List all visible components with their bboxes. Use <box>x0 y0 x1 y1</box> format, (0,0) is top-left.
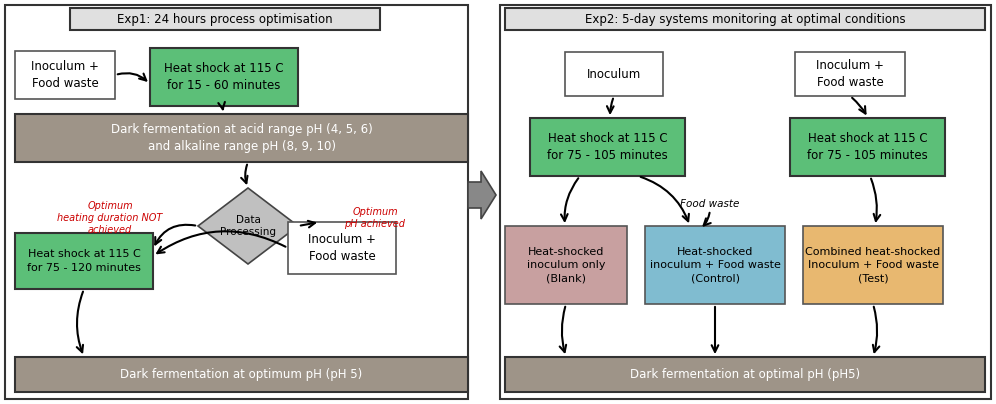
Text: Exp1: 24 hours process optimisation: Exp1: 24 hours process optimisation <box>118 13 333 25</box>
FancyBboxPatch shape <box>530 118 685 176</box>
Polygon shape <box>198 188 298 264</box>
FancyBboxPatch shape <box>505 226 627 304</box>
FancyBboxPatch shape <box>500 5 991 399</box>
FancyBboxPatch shape <box>795 52 905 96</box>
FancyBboxPatch shape <box>150 48 298 106</box>
Text: Optimum
pH achieved: Optimum pH achieved <box>345 207 405 229</box>
Text: Data
Processing: Data Processing <box>220 215 276 237</box>
Text: Exp2: 5-day systems monitoring at optimal conditions: Exp2: 5-day systems monitoring at optima… <box>585 13 905 25</box>
Text: Heat shock at 115 C
for 75 - 120 minutes: Heat shock at 115 C for 75 - 120 minutes <box>27 249 141 273</box>
FancyBboxPatch shape <box>645 226 785 304</box>
Text: Inoculum +
Food waste: Inoculum + Food waste <box>31 60 99 90</box>
Text: Dark fermentation at acid range pH (4, 5, 6)
and alkaline range pH (8, 9, 10): Dark fermentation at acid range pH (4, 5… <box>111 123 373 153</box>
Text: Heat shock at 115 C
for 75 - 105 minutes: Heat shock at 115 C for 75 - 105 minutes <box>807 132 928 162</box>
FancyBboxPatch shape <box>15 51 115 99</box>
Text: Dark fermentation at optimal pH (pH5): Dark fermentation at optimal pH (pH5) <box>629 368 861 381</box>
Text: Inoculum: Inoculum <box>587 67 641 80</box>
Text: Dark fermentation at optimum pH (pH 5): Dark fermentation at optimum pH (pH 5) <box>121 368 363 381</box>
FancyBboxPatch shape <box>505 357 985 392</box>
Text: Heat-shocked
inoculum + Food waste
(Control): Heat-shocked inoculum + Food waste (Cont… <box>649 247 781 283</box>
Text: Inoculum +
Food waste: Inoculum + Food waste <box>816 59 883 89</box>
Text: Heat shock at 115 C
for 15 - 60 minutes: Heat shock at 115 C for 15 - 60 minutes <box>164 62 284 92</box>
FancyBboxPatch shape <box>70 8 380 30</box>
Text: Heat-shocked
inoculum only
(Blank): Heat-shocked inoculum only (Blank) <box>527 247 606 283</box>
Text: Food waste: Food waste <box>680 199 740 209</box>
FancyBboxPatch shape <box>15 357 468 392</box>
FancyBboxPatch shape <box>790 118 945 176</box>
FancyBboxPatch shape <box>803 226 943 304</box>
Text: Combined heat-shocked
Inoculum + Food waste
(Test): Combined heat-shocked Inoculum + Food wa… <box>806 247 940 283</box>
Text: Optimum
heating duration NOT
achieved: Optimum heating duration NOT achieved <box>58 202 162 235</box>
Text: Inoculum +
Food waste: Inoculum + Food waste <box>308 233 375 263</box>
FancyBboxPatch shape <box>15 114 468 162</box>
FancyBboxPatch shape <box>288 222 396 274</box>
FancyBboxPatch shape <box>505 8 985 30</box>
FancyBboxPatch shape <box>15 233 153 289</box>
Text: Heat shock at 115 C
for 75 - 105 minutes: Heat shock at 115 C for 75 - 105 minutes <box>547 132 668 162</box>
Polygon shape <box>468 171 496 219</box>
FancyBboxPatch shape <box>565 52 663 96</box>
FancyBboxPatch shape <box>5 5 468 399</box>
